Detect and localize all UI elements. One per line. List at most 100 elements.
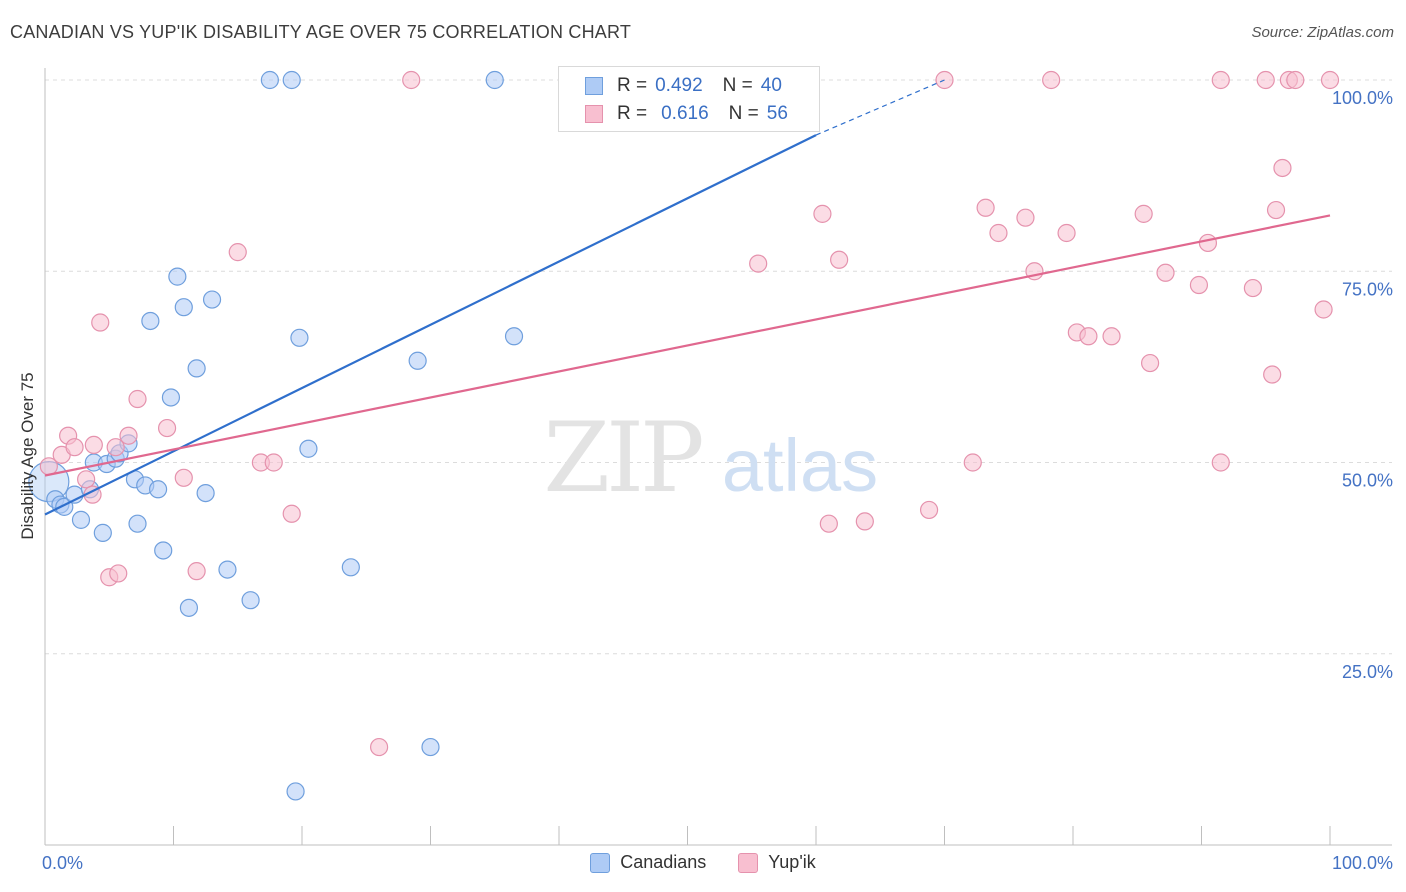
yupik-point [1266,200,1286,220]
yupik-point [1079,327,1098,346]
n-label: N = [722,75,753,96]
yupik-point [1016,208,1035,227]
yupik-point [855,512,874,531]
stats-row-yupik: R = 0.616 N = 56 [585,101,788,127]
canadians-point [71,510,91,529]
canadians-point [187,359,206,378]
canadians-point [128,514,147,533]
yupik-point [1273,158,1292,178]
canadians-point [141,311,160,331]
yupik-point [1314,300,1333,319]
yupik-legend-swatch [738,852,759,873]
yupik-point [1189,275,1209,295]
yupik-trend-line [44,214,1331,477]
series-legend: Canadians Yup'ik [0,852,1406,873]
yupik-point [65,438,84,457]
legend-item-canadians[interactable]: Canadians [590,852,706,873]
canadians-swatch [585,77,603,95]
yupik-point [228,243,247,262]
yupik-point [282,504,301,523]
canadians-point [174,298,193,317]
yupik-point [1102,327,1121,346]
axes-layer [44,68,1392,846]
canadians-point [286,782,305,801]
r-value: 0.492 [655,75,703,96]
yupik-point [1211,453,1230,472]
grid-layer [45,79,1392,655]
canadians-point [282,70,301,90]
yupik-point [1263,365,1282,384]
yupik-point [749,254,768,273]
yupik-point [1057,223,1076,243]
yupik-point [819,514,838,533]
canadians-point [148,480,168,499]
canadians-point [421,737,440,757]
canadians-point [168,267,187,286]
y-tick-label: 25.0% [1342,662,1393,682]
yupik-point [1134,204,1153,223]
yupik-point [1320,70,1340,90]
canadians-point [93,523,112,542]
r-value: 0.616 [661,103,709,124]
yupik-point [1042,70,1061,90]
yupik-point [370,737,389,757]
y-axis-label: Disability Age Over 75 [18,372,37,540]
x-tick-label: 0.0% [42,853,83,873]
tick-label-layer: 25.0% 50.0% 75.0% 100.0% 0.0% 100.0% [42,88,1393,873]
yupik-point [976,198,995,217]
yupik-point [919,500,939,520]
yupik-point [109,564,128,583]
n-value: 56 [766,103,788,124]
yupik-point [84,435,103,455]
canadians-point [202,290,222,309]
yupik-point [119,426,138,445]
yupik-point [830,250,849,269]
watermark: ZIP atlas [543,402,878,514]
r-label: R = [617,75,648,96]
r-label: R = [617,103,648,124]
canadians-point [241,591,260,610]
y-tick-label: 75.0% [1342,279,1393,299]
canadians-point [485,70,504,90]
trend-layer [44,79,1331,516]
canadians-point [260,70,279,90]
yupik-point [1243,278,1263,298]
canadians-trend-extension [815,79,945,136]
yupik-point [106,438,125,457]
chart-title: CANADIAN VS YUP'IK DISABILITY AGE OVER 7… [10,22,632,42]
yupik-point [1140,353,1160,373]
yupik-point [174,468,193,487]
yupik-point [813,204,832,223]
canadians-point [504,327,524,346]
x-tick-label: 100.0% [1332,853,1393,873]
yupik-swatch [585,105,603,123]
canadians-trend-line [44,134,817,516]
yupik-point [77,470,96,489]
yupik-point [402,70,421,90]
yupik-point [187,562,206,581]
n-label: N = [728,103,759,124]
y-tick-label: 50.0% [1342,471,1393,491]
yupik-point [128,389,147,409]
canadians-point [179,598,199,617]
canadians-point [408,351,427,370]
canadians-point [341,558,360,577]
canadians-point [218,560,237,579]
legend-item-yupik[interactable]: Yup'ik [738,852,816,873]
yupik-point [989,223,1008,243]
stats-legend: R = 0.492 N = 40 R = 0.616 N = 56 [558,66,820,132]
y-tick-label: 100.0% [1332,88,1393,108]
n-value: 40 [760,75,782,96]
legend-label-canadians: Canadians [620,852,707,872]
yupik-point [1286,70,1305,90]
legend-label-yupik: Yup'ik [768,852,816,872]
source-label: Source: ZipAtlas.com [1251,24,1394,41]
watermark-atlas: atlas [722,424,878,507]
yupik-point [1198,233,1218,253]
yupik-point [1211,70,1230,90]
watermark-zip: ZIP [543,402,702,514]
canadians-point [196,484,215,503]
canadians-point [290,328,309,347]
yupik-point [157,418,177,438]
